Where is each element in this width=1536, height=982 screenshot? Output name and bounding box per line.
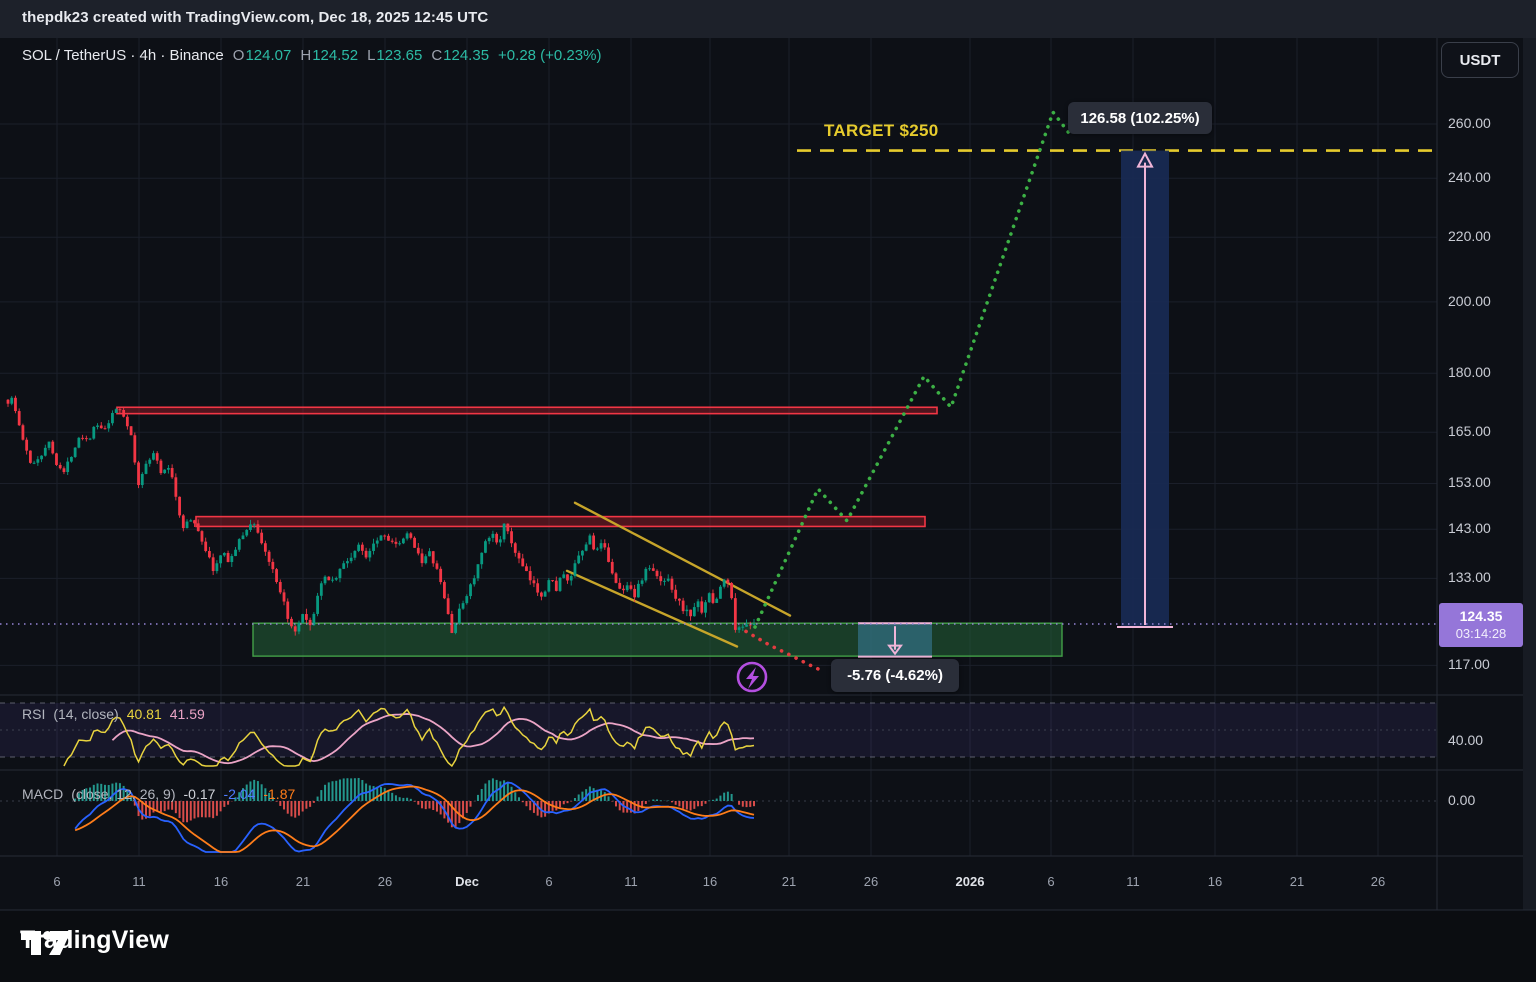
price-tick-label: 240.00 — [1448, 169, 1491, 186]
macd-params: (close, 12, 26, 9) — [71, 786, 176, 802]
high-label: H — [300, 47, 312, 64]
bottom-bar — [0, 910, 1536, 982]
time-tick-label: 16 — [1207, 874, 1223, 889]
close-value: 124.35 — [443, 47, 490, 64]
symbol-legend[interactable]: SOL / TetherUS · 4h · Binance O124.07 H1… — [22, 47, 601, 64]
open-label: O — [232, 47, 245, 64]
macd-signal-value: -1.87 — [263, 786, 296, 802]
up-measure-label[interactable]: 126.58 (102.25%) — [1068, 102, 1212, 134]
time-tick-label: 21 — [781, 874, 797, 889]
close-label: C — [431, 47, 443, 64]
time-tick-label: 11 — [1126, 874, 1140, 889]
target-annotation-text[interactable]: TARGET $250 — [824, 121, 939, 140]
bar-countdown: 03:14:28 — [1455, 625, 1507, 641]
price-tick-label: 133.00 — [1448, 569, 1491, 586]
time-tick-label: 26 — [377, 874, 393, 889]
price-tick-label: 165.00 — [1448, 423, 1491, 440]
tradingview-logo-text: TradingView — [20, 926, 170, 954]
time-tick-label: 11 — [624, 874, 638, 889]
symbol-title: SOL / TetherUS · 4h · Binance — [22, 47, 224, 64]
time-tick-label: 26 — [1370, 874, 1386, 889]
tradingview-logo[interactable]: TradingView — [20, 926, 169, 955]
tradingview-logo-mark — [21, 931, 71, 955]
change-value: +0.28 (+0.23%) — [498, 47, 602, 64]
price-tick-label: 143.00 — [1448, 520, 1491, 537]
time-tick-label: Dec — [455, 874, 479, 889]
low-value: 123.65 — [376, 47, 423, 64]
rsi-ma-value: 41.59 — [169, 706, 205, 722]
rsi-value: 40.81 — [126, 706, 162, 722]
price-tick-label: 260.00 — [1448, 115, 1491, 131]
macd-title: MACD — [22, 786, 64, 802]
time-tick-label: 6 — [1047, 874, 1055, 889]
currency-toggle-button[interactable]: USDT — [1441, 42, 1519, 78]
price-tick-label: 153.00 — [1448, 474, 1491, 491]
high-value: 124.52 — [312, 47, 359, 64]
time-tick-label: 21 — [1289, 874, 1305, 889]
macd-hist-value: -0.17 — [183, 786, 216, 802]
macd-axis-tick: 0.00 — [1448, 792, 1476, 808]
current-price-label[interactable]: 124.35 03:14:28 — [1439, 603, 1523, 647]
macd-line-value: -2.04 — [223, 786, 256, 802]
lightning-icon[interactable] — [736, 661, 768, 693]
down-measure-label[interactable]: -5.76 (-4.62%) — [831, 659, 959, 692]
current-price-value: 124.35 — [1459, 608, 1503, 625]
macd-legend[interactable]: MACD (close, 12, 26, 9) -0.17 -2.04 -1.8… — [22, 786, 295, 802]
attribution-bar: thepdk23 created with TradingView.com, D… — [0, 0, 1536, 38]
price-tick-label: 220.00 — [1448, 228, 1491, 245]
time-tick-label: 6 — [53, 874, 61, 889]
open-value: 124.07 — [245, 47, 292, 64]
rsi-legend[interactable]: RSI (14, close) 40.81 41.59 — [22, 706, 205, 722]
time-tick-label: 6 — [545, 874, 553, 889]
price-tick-label: 200.00 — [1448, 292, 1491, 309]
time-tick-label: 16 — [213, 874, 229, 889]
chart-background — [0, 38, 1536, 910]
time-tick-label: 16 — [702, 874, 718, 889]
right-edge-strip — [1523, 38, 1536, 910]
time-tick-label: 26 — [863, 874, 879, 889]
low-label: L — [367, 47, 376, 64]
rsi-title: RSI — [22, 706, 46, 722]
price-tick-label: 180.00 — [1448, 364, 1491, 381]
price-tick-label: 117.00 — [1448, 656, 1490, 673]
attribution-text: thepdk23 created with TradingView.com, D… — [22, 9, 489, 26]
rsi-params: (14, close) — [53, 706, 119, 722]
time-tick-label: 21 — [295, 874, 311, 889]
time-tick-label: 11 — [132, 874, 146, 889]
time-tick-label: 2026 — [955, 874, 985, 889]
rsi-axis-tick: 40.00 — [1448, 732, 1484, 748]
